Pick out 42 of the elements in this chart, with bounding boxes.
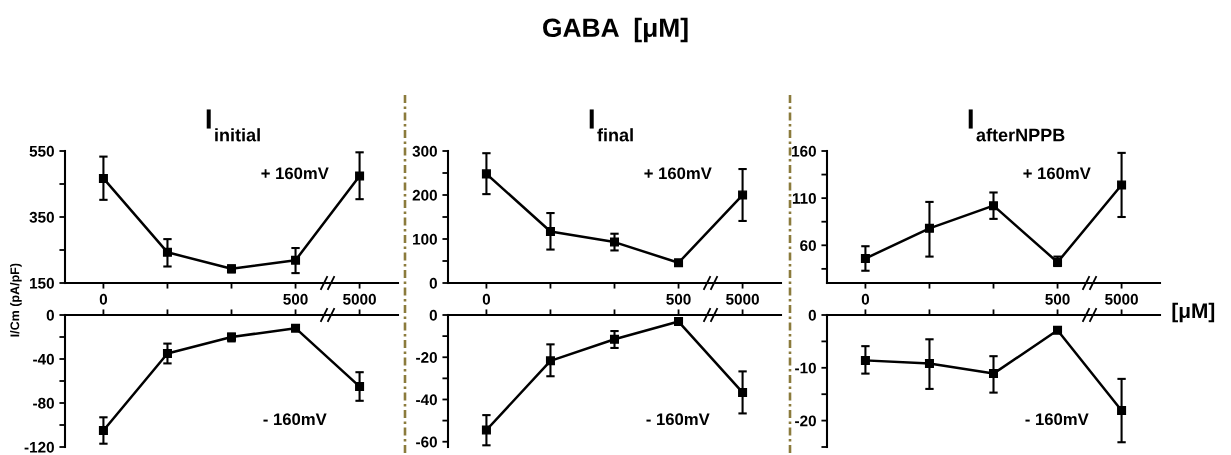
x-tick-label: 5000 xyxy=(726,293,759,305)
x-tick-label: 500 xyxy=(666,293,691,305)
y-tick-label: 150 xyxy=(30,277,54,289)
y-axis-title: I/Cm (pA/pF) xyxy=(10,263,22,337)
y-tick-label: 60 xyxy=(800,240,816,251)
annotation: + 160mV xyxy=(644,167,712,180)
chart-title: Ifinal xyxy=(589,109,633,142)
x-tick-label: 500 xyxy=(1045,293,1070,305)
x-tick-label: 5000 xyxy=(343,293,376,305)
y-tick-label: 300 xyxy=(412,145,437,157)
annotation: + 160mV xyxy=(1023,167,1091,180)
y-tick-label: -40 xyxy=(33,353,54,365)
y-tick-label: 350 xyxy=(29,211,54,223)
annotation: - 160mV xyxy=(1025,413,1089,426)
y-tick-label: 110 xyxy=(792,193,816,204)
x-tick-label: 0 xyxy=(99,293,108,305)
y-tick-label: 160 xyxy=(792,145,816,157)
y-tick-label: 0 xyxy=(808,309,816,321)
y-tick-label: 200 xyxy=(412,189,437,201)
y-tick-label: -120 xyxy=(24,441,54,453)
chart-title: IafterNPPB xyxy=(968,109,1065,142)
y-tick-label: 0 xyxy=(429,309,437,321)
x-tick-label: 0 xyxy=(861,293,870,305)
x-axis-title: [μM] xyxy=(1172,302,1215,323)
y-tick-label: 100 xyxy=(413,233,437,245)
annotation: - 160mV xyxy=(263,413,327,426)
y-tick-label: -10 xyxy=(795,362,816,374)
y-tick-label: -20 xyxy=(795,415,816,427)
y-tick-label: 0 xyxy=(46,309,54,321)
y-tick-label: -60 xyxy=(416,436,437,448)
x-tick-label: 500 xyxy=(283,293,308,305)
y-tick-label: -40 xyxy=(416,394,437,406)
y-tick-label: -80 xyxy=(33,397,54,409)
x-tick-label: 5000 xyxy=(1105,293,1138,305)
x-tick-label: 0 xyxy=(482,293,491,305)
chart-title: Iinitial xyxy=(206,109,260,142)
y-tick-label: -20 xyxy=(416,352,437,363)
y-tick-label: 0 xyxy=(429,277,437,289)
text: GABA [μM] xyxy=(543,17,688,43)
y-tick-label: 550 xyxy=(29,145,54,157)
annotation: + 160mV xyxy=(261,167,329,180)
annotation: - 160mV xyxy=(646,413,710,426)
